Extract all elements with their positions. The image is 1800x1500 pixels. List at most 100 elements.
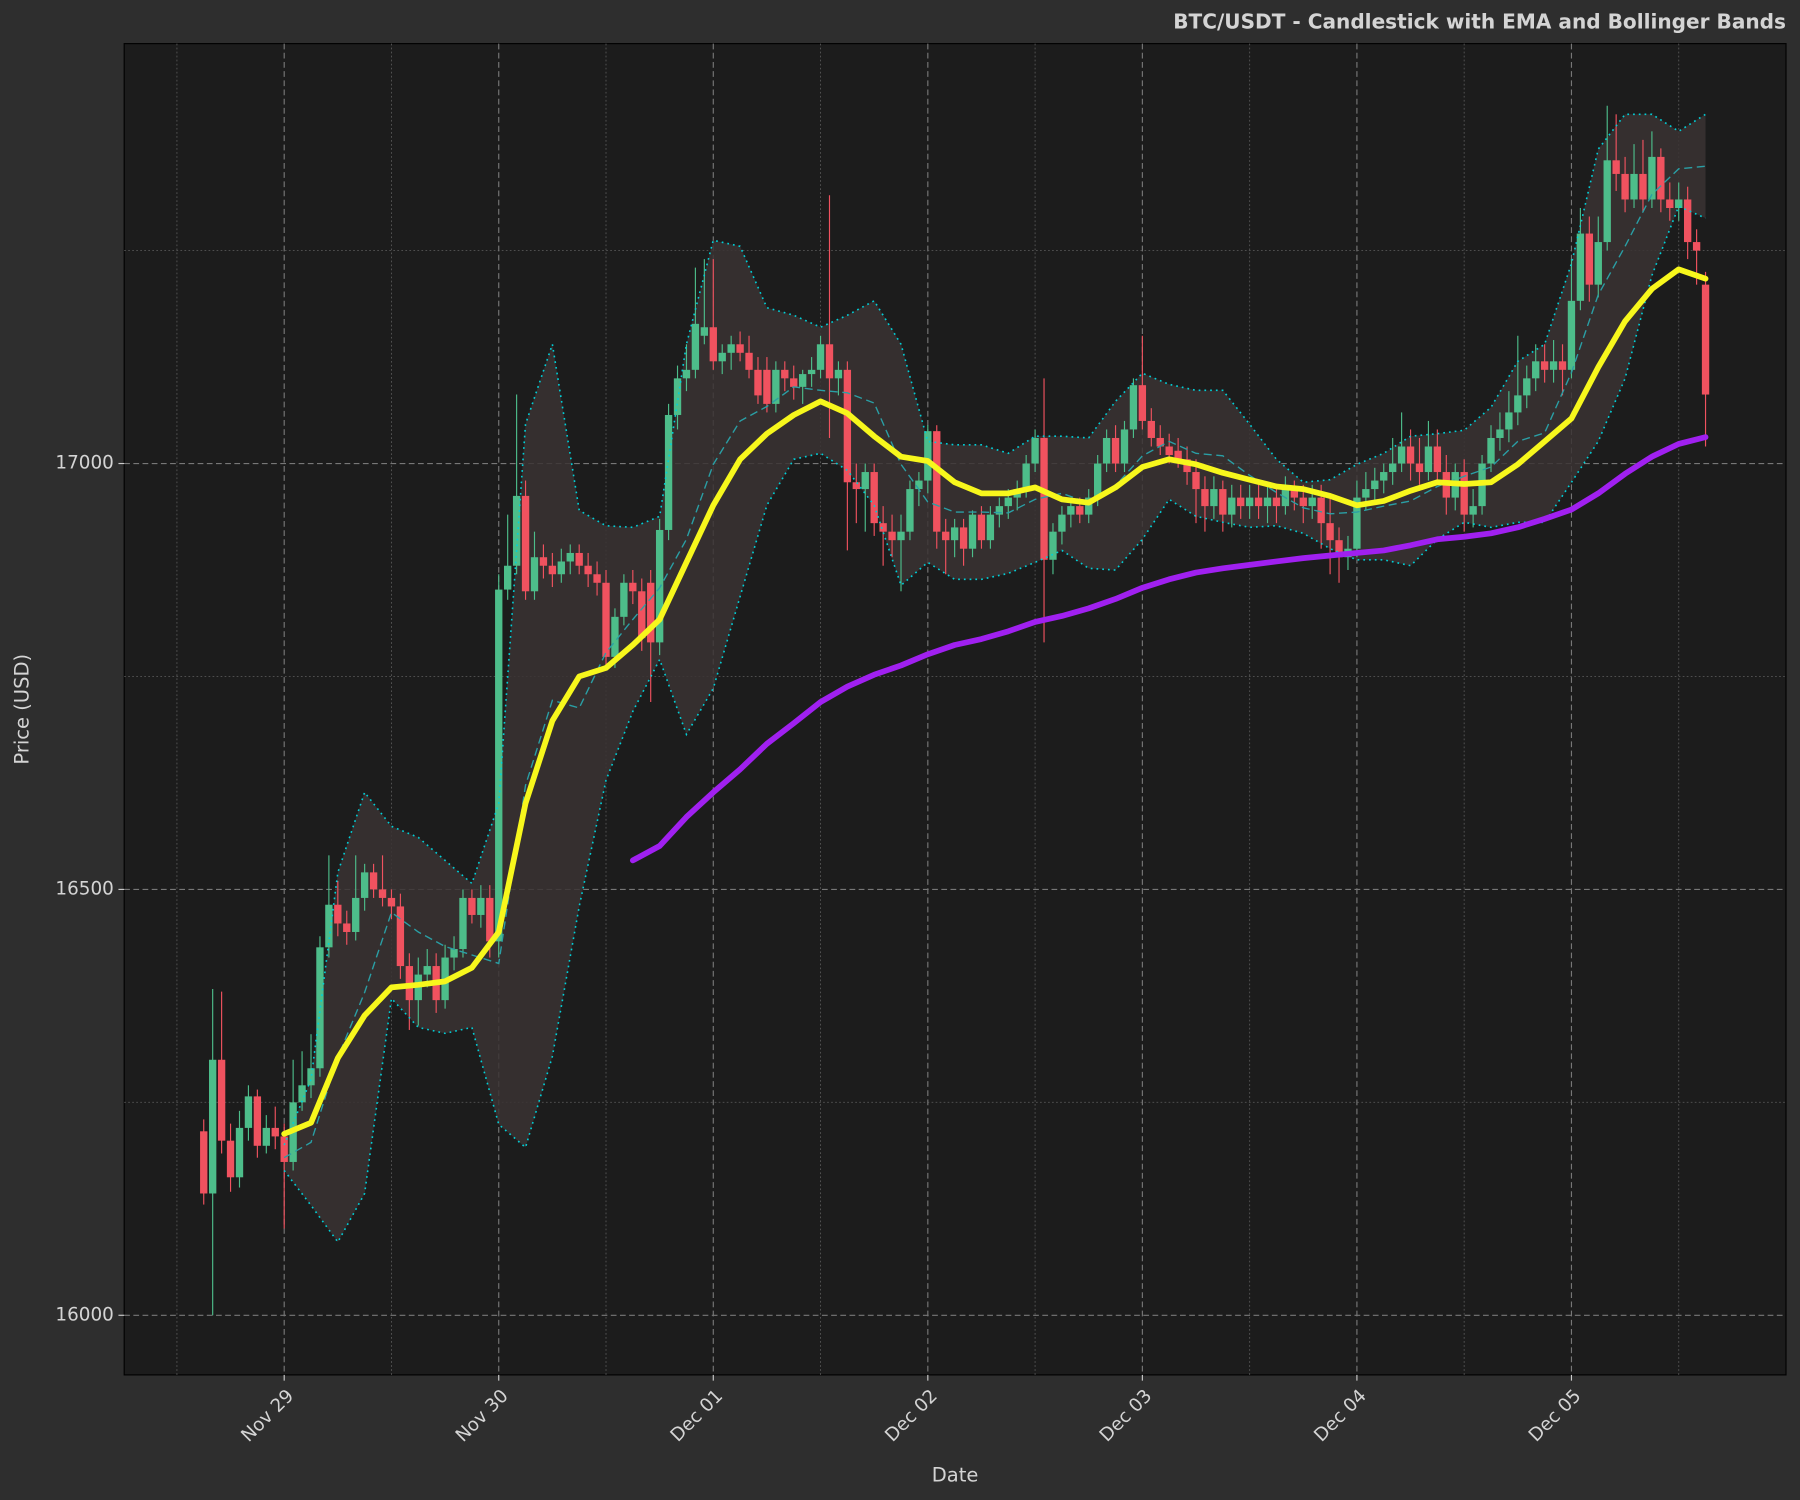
candle-body [1406, 446, 1415, 464]
candle-body [754, 369, 762, 396]
candle-body [986, 514, 995, 541]
candle-body [897, 531, 905, 541]
candle-body [530, 557, 539, 592]
candle-body [271, 1127, 279, 1137]
candle-body [495, 589, 503, 942]
candle-body [1549, 361, 1558, 370]
candle-body [682, 369, 691, 379]
candle-body [620, 582, 628, 617]
candle-body [629, 582, 637, 592]
candle-body [1388, 463, 1397, 473]
candle-body [387, 897, 396, 907]
candle-body [772, 369, 780, 404]
candle-body [423, 966, 431, 975]
candle-body [557, 561, 565, 575]
candle-body [1496, 429, 1504, 438]
candle-body [933, 431, 941, 532]
candle-body [807, 369, 816, 375]
candle-body [1460, 472, 1468, 515]
ema-line [629, 434, 1709, 864]
candle-body [924, 431, 932, 481]
candle-body [1585, 233, 1594, 285]
candle-body [1558, 361, 1567, 370]
candle-body [1505, 412, 1513, 430]
candle-body [280, 1136, 288, 1162]
candle-body [915, 480, 923, 490]
candle-body [209, 1059, 217, 1194]
candle-body [1290, 489, 1299, 498]
candle-body [1192, 472, 1200, 490]
candle-body [226, 1140, 235, 1178]
y-tick-label: 16000 [55, 1304, 113, 1325]
candle-body [1004, 497, 1012, 507]
candle-body [1514, 395, 1522, 413]
candle-body [1666, 199, 1674, 209]
candle-body [1657, 156, 1665, 200]
plot-area [123, 43, 1787, 1376]
candle-body [1603, 160, 1611, 243]
candle-body [745, 352, 753, 370]
bollinger-fill [284, 114, 1706, 1243]
candle-body [1487, 437, 1495, 464]
candle-body [235, 1127, 244, 1178]
ema-line [281, 266, 1709, 1137]
candle-body [1138, 385, 1147, 421]
candle-body [1299, 497, 1307, 507]
candle-body [852, 482, 860, 490]
candle-body [673, 378, 682, 415]
candle-body [512, 495, 521, 566]
candle-body [1219, 489, 1227, 515]
candle-body [1031, 437, 1039, 464]
candle-body [1156, 437, 1164, 447]
candle-body [1594, 242, 1602, 285]
candle-body [691, 323, 700, 370]
candle-body [584, 565, 592, 575]
candle-body [253, 1096, 262, 1146]
candle-body [942, 531, 950, 541]
candle-body [1326, 523, 1334, 541]
candle-body [995, 506, 1004, 515]
candle-body [1254, 497, 1263, 507]
candle-body [834, 369, 843, 379]
chart-title: BTC/USDT - Candlestick with EMA and Boll… [1173, 9, 1786, 33]
candle-body [1049, 531, 1057, 560]
candle-body [539, 557, 548, 566]
candle-body [1353, 497, 1361, 549]
candle-body [1648, 156, 1656, 200]
candle-body [1576, 233, 1585, 301]
candle-body [1701, 284, 1710, 395]
candle-body [566, 552, 574, 562]
candle-body [1067, 506, 1075, 515]
candle-body [888, 531, 896, 541]
candle-body [1237, 497, 1245, 507]
candle-body [950, 527, 959, 541]
candle-body [334, 904, 342, 924]
candle-body [352, 897, 360, 932]
candle-body [1523, 378, 1531, 396]
candle-body [700, 327, 709, 336]
candle-body [316, 947, 324, 1069]
candle-body [1612, 160, 1620, 174]
candle-body [1692, 242, 1701, 251]
bollinger-lower [283, 205, 1706, 1244]
candle-body [1093, 463, 1102, 498]
y-axis-label: Price (USD) [11, 654, 34, 765]
candle-body [504, 565, 512, 590]
candle-body [1397, 446, 1406, 464]
candle-body [1040, 437, 1048, 560]
candle-body [1415, 463, 1424, 473]
candle-body [521, 495, 530, 592]
candle-body [343, 923, 351, 932]
candle-body [1567, 300, 1576, 370]
candle-body [861, 472, 869, 490]
candle-body [1102, 437, 1111, 464]
candle-body [1147, 420, 1155, 438]
candle-body [816, 344, 825, 370]
candle-body [798, 374, 807, 387]
candle-body [1380, 472, 1388, 481]
candle-body [1174, 450, 1182, 460]
candle-body [1621, 173, 1629, 200]
candle-body [1371, 480, 1379, 490]
candle-body [638, 591, 646, 639]
candle-body [1362, 489, 1370, 498]
